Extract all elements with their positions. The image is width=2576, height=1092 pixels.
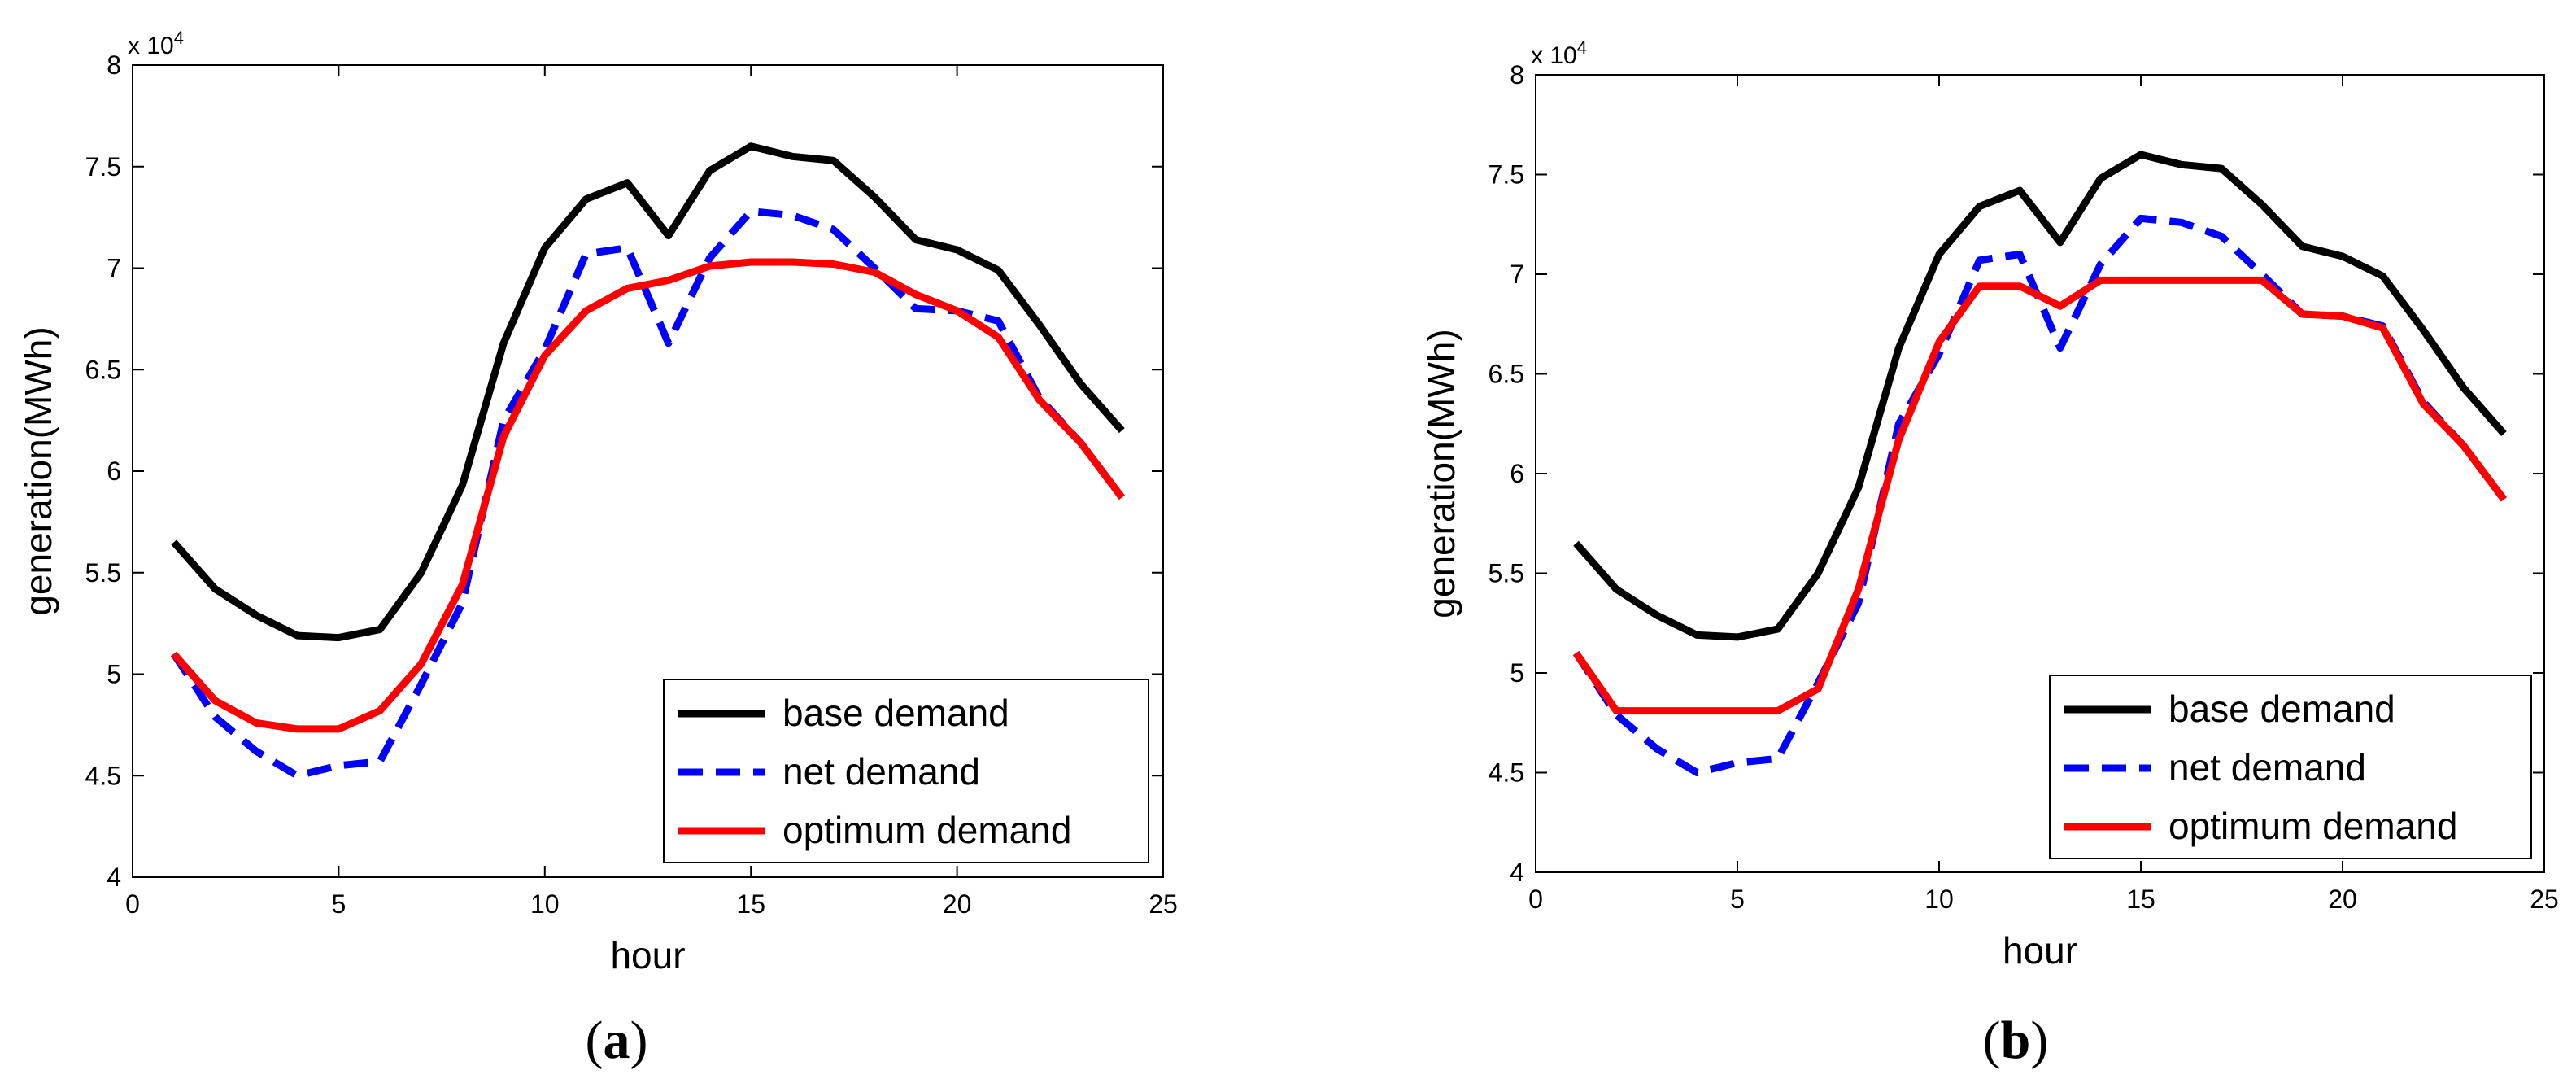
x-tick-label: 15 bbox=[736, 889, 765, 919]
panel-label: (a) bbox=[586, 1011, 648, 1070]
x-tick-label: 5 bbox=[1730, 885, 1745, 914]
x-tick-label: 0 bbox=[125, 889, 140, 919]
y-tick-label: 8 bbox=[1510, 60, 1524, 90]
series-line-base-demand bbox=[1573, 151, 2507, 641]
legend-label: optimum demand bbox=[2168, 805, 2457, 847]
y-axis-multiplier: x 104 bbox=[1531, 37, 1587, 69]
series-line-optimum-demand bbox=[1572, 276, 2507, 715]
series-line-base-demand bbox=[171, 142, 1125, 642]
y-tick-label: 7 bbox=[107, 254, 121, 283]
x-tick-label: 15 bbox=[2126, 885, 2155, 914]
y-tick-label: 7.5 bbox=[85, 152, 121, 181]
y-axis-label: generation(MWh) bbox=[1420, 329, 1462, 618]
y-tick-label: 5 bbox=[107, 660, 121, 689]
x-tick-label: 5 bbox=[332, 889, 347, 919]
x-tick-label: 25 bbox=[1149, 889, 1178, 919]
x-tick-label: 25 bbox=[2530, 885, 2559, 914]
series-line-net-demand bbox=[1572, 214, 2507, 776]
x-axis-label: hour bbox=[610, 934, 685, 976]
x-tick-label: 0 bbox=[1528, 885, 1543, 914]
y-axis-multiplier: x 104 bbox=[128, 28, 184, 59]
y-tick-label: 6 bbox=[1510, 459, 1524, 488]
y-tick-label: 5.5 bbox=[1489, 559, 1524, 588]
legend-label: net demand bbox=[782, 750, 980, 793]
x-tick-label: 10 bbox=[1924, 885, 1954, 914]
x-tick-label: 10 bbox=[530, 889, 560, 919]
chart-panel-a: 0 5 10 15 20 25 4 4.5 5 5.5 6 6.5 7 7.5 8x 104 hour gene… bbox=[17, 28, 1178, 1070]
legend-label: optimum demand bbox=[782, 809, 1071, 851]
y-tick-label: 6.5 bbox=[1489, 360, 1524, 389]
y-tick-label: 4 bbox=[107, 863, 121, 892]
y-tick-label: 4.5 bbox=[85, 761, 121, 790]
y-tick-label: 7 bbox=[1510, 260, 1524, 289]
y-tick-label: 4 bbox=[1510, 858, 1524, 887]
y-tick-label: 6 bbox=[107, 456, 121, 486]
legend-label: base demand bbox=[2168, 688, 2395, 730]
x-axis-label: hour bbox=[2003, 929, 2077, 972]
series-line-optimum-demand bbox=[171, 258, 1125, 733]
y-tick-label: 5.5 bbox=[85, 558, 121, 587]
chart-panel-b: 0 5 10 15 20 25 4 4.5 5 5.5 6 6.5 7 7.5 8x 104 hour gene… bbox=[1420, 37, 2559, 1070]
y-tick-label: 8 bbox=[107, 50, 121, 80]
x-tick-label: 20 bbox=[2328, 885, 2357, 914]
panel-label: (b) bbox=[1983, 1011, 2049, 1070]
y-tick-label: 5 bbox=[1510, 658, 1524, 688]
x-tick-label: 20 bbox=[943, 889, 972, 919]
y-axis-label: generation(MWh) bbox=[17, 326, 59, 615]
y-tick-label: 6.5 bbox=[85, 355, 121, 384]
y-tick-label: 7.5 bbox=[1489, 160, 1524, 190]
y-tick-label: 4.5 bbox=[1489, 758, 1524, 788]
legend-label: net demand bbox=[2168, 746, 2366, 788]
legend-label: base demand bbox=[782, 692, 1009, 734]
